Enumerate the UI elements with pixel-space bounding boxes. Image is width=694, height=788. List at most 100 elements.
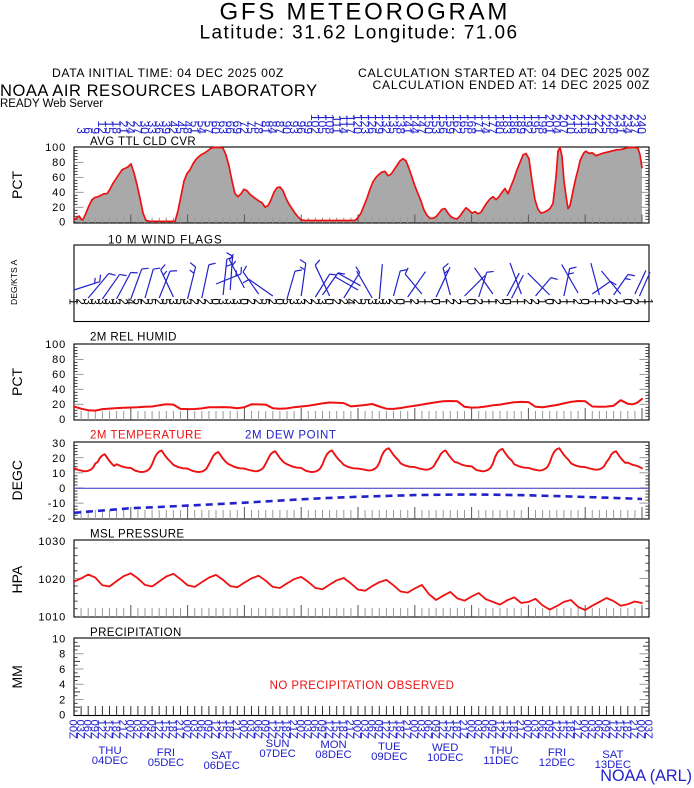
svg-text:42: 42 [166,121,180,135]
svg-text:2: 2 [265,298,277,304]
svg-text:12Z: 12Z [436,720,448,740]
svg-text:SUN: SUN [266,738,290,750]
svg-text:1: 1 [422,298,434,304]
svg-text:81: 81 [258,121,272,135]
svg-text:129: 129 [372,114,386,134]
svg-text:20: 20 [52,453,66,465]
svg-text:60: 60 [209,121,223,135]
svg-text:180: 180 [493,114,507,134]
svg-text:2: 2 [138,298,150,304]
svg-text:06DEC: 06DEC [203,760,239,772]
svg-text:09Z: 09Z [542,720,554,740]
svg-text:CALCULATION STARTED AT: 04 DEC: CALCULATION STARTED AT: 04 DEC 2025 00Z [358,66,650,80]
svg-text:18Z: 18Z [507,720,519,740]
svg-text:2: 2 [329,298,341,304]
svg-text:FRI: FRI [548,747,566,759]
svg-text:40: 40 [52,384,66,396]
svg-text:00Z: 00Z [67,720,79,740]
svg-text:HPA: HPA [9,565,25,593]
svg-text:18Z: 18Z [109,720,121,740]
svg-text:100: 100 [45,142,66,154]
svg-text:09Z: 09Z [202,720,214,740]
svg-text:15Z: 15Z [500,720,512,740]
svg-text:18Z: 18Z [621,720,633,740]
svg-text:DATA INITIAL TIME: 04 DEC 2025: DATA INITIAL TIME: 04 DEC 2025 00Z [52,66,284,80]
svg-text:12Z: 12Z [606,720,618,740]
svg-text:5: 5 [159,298,171,304]
svg-text:60: 60 [52,172,66,184]
svg-text:3: 3 [102,298,114,304]
svg-text:237: 237 [628,114,642,134]
svg-text:2: 2 [244,298,256,304]
svg-text:30: 30 [52,438,66,450]
svg-text:1: 1 [514,298,526,304]
svg-text:141: 141 [400,114,414,134]
svg-text:75: 75 [244,121,258,135]
svg-text:00Z: 00Z [578,720,590,740]
svg-text:03Z: 03Z [358,720,370,740]
svg-text:2: 2 [59,694,66,706]
svg-text:228: 228 [606,114,620,134]
svg-text:201: 201 [542,114,556,134]
svg-text:231: 231 [613,114,627,134]
svg-text:3: 3 [95,298,107,304]
svg-text:1030: 1030 [38,536,66,548]
svg-text:00Z: 00Z [351,720,363,740]
svg-text:10: 10 [52,634,66,646]
svg-text:6: 6 [59,664,66,676]
svg-text:DEGC: DEGC [9,460,25,500]
svg-text:3: 3 [81,298,93,304]
svg-text:15Z: 15Z [557,720,569,740]
svg-text:1: 1 [592,298,604,304]
svg-text:45: 45 [173,121,187,135]
svg-text:03Z: 03Z [301,720,313,740]
svg-text:9: 9 [88,127,102,134]
svg-text:2: 2 [407,298,419,304]
svg-text:0: 0 [542,298,554,304]
svg-text:225: 225 [599,114,613,134]
svg-text:09Z: 09Z [258,720,270,740]
svg-text:2: 2 [471,298,483,304]
svg-text:03Z: 03Z [642,720,654,740]
svg-text:1: 1 [535,298,547,304]
svg-text:3: 3 [294,298,306,304]
svg-text:135: 135 [386,114,400,134]
svg-text:72: 72 [237,121,251,135]
svg-text:2: 2 [308,298,320,304]
svg-text:2: 2 [202,298,214,304]
svg-text:111: 111 [329,116,343,135]
svg-text:105: 105 [315,114,329,134]
svg-text:5: 5 [358,298,370,304]
svg-text:1020: 1020 [38,574,66,586]
svg-text:210: 210 [564,114,578,134]
svg-text:PRECIPITATION: PRECIPITATION [90,627,182,639]
svg-text:69: 69 [230,121,244,135]
svg-text:0: 0 [500,298,512,304]
svg-text:21: 21 [116,121,130,135]
svg-text:06Z: 06Z [195,720,207,740]
svg-text:4: 4 [344,298,356,305]
svg-text:126: 126 [365,114,379,134]
svg-text:1: 1 [642,298,654,304]
svg-text:0: 0 [59,483,66,495]
svg-text:1: 1 [415,298,427,304]
svg-text:114: 114 [337,115,351,134]
svg-text:132: 132 [379,114,393,134]
svg-text:159: 159 [443,114,457,134]
svg-text:15Z: 15Z [216,720,228,740]
svg-text:03Z: 03Z [415,720,427,740]
svg-text:MON: MON [320,739,346,751]
svg-text:0: 0 [209,298,221,304]
svg-text:2: 2 [351,298,363,304]
svg-text:18Z: 18Z [337,720,349,740]
svg-text:2M TEMPERATURE: 2M TEMPERATURE [90,430,202,442]
svg-text:0: 0 [393,298,405,304]
svg-text:177: 177 [486,114,500,134]
svg-text:00Z: 00Z [464,720,476,740]
svg-text:3: 3 [315,298,327,304]
svg-text:MM: MM [9,665,25,688]
svg-text:3: 3 [372,298,384,304]
svg-text:07DEC: 07DEC [259,748,295,760]
svg-text:240: 240 [635,114,649,134]
svg-text:06Z: 06Z [365,720,377,740]
